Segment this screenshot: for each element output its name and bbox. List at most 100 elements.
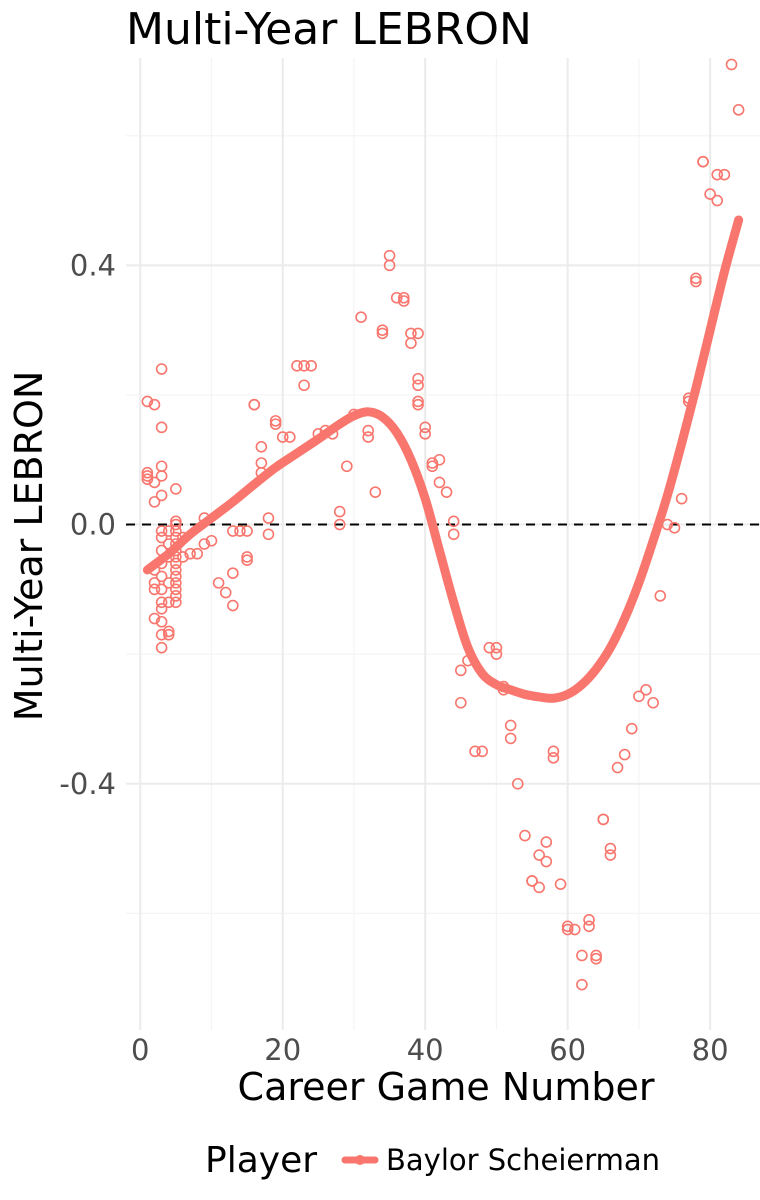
data-point [269,415,282,427]
data-point [333,505,346,518]
data-point [576,978,588,991]
data-point [170,596,182,609]
data-point [732,104,745,116]
data-point [148,612,161,625]
data-point [533,849,545,861]
data-point [625,722,638,735]
data-point [155,421,168,434]
data-point [398,291,410,304]
data-point [148,496,161,508]
data-point [633,690,645,703]
smooth-trend-line [142,215,744,703]
data-point [355,311,367,324]
data-point [511,777,524,790]
data-point [554,878,567,891]
data-point [298,379,310,392]
data-point [597,813,610,826]
chart-title: Multi-Year LEBRON [126,4,532,55]
data-point [148,398,161,411]
data-point [383,249,396,262]
data-point [690,275,702,288]
data-point [718,168,731,181]
legend-entry-label: Baylor Scheierman [386,1143,660,1177]
data-point [561,920,574,933]
data-point [333,518,346,531]
data-point [412,398,424,411]
data-point [590,949,602,962]
data-point [291,359,303,372]
data-point [241,525,253,537]
data-point [184,547,196,560]
data-point [455,664,467,677]
data-point [483,641,496,654]
y-tick-label: -0.4 [59,767,116,801]
data-point [604,849,617,861]
scatter-points [141,58,745,991]
data-point [248,398,261,411]
data-point [148,476,161,489]
data-point [198,538,211,550]
data-point [704,188,716,200]
data-point [618,748,631,761]
data-point [227,525,239,537]
data-point [504,719,517,732]
data-point [540,855,553,868]
data-point [227,599,239,612]
data-point [711,168,724,181]
data-point [170,483,182,495]
data-point [568,923,581,936]
x-tick-label: 80 [692,1033,729,1067]
data-point [526,875,538,887]
data-point [155,525,168,537]
data-point [640,683,652,696]
data-point [234,525,246,537]
data-point [141,395,154,408]
data-point [162,577,175,589]
x-axis-ticks: 0 20 40 60 80 [131,1033,729,1067]
data-point [412,372,424,385]
x-tick-label: 20 [264,1033,301,1067]
data-point [155,628,168,641]
legend-title: Player [205,1140,317,1181]
data-point [170,518,182,531]
data-point [412,327,424,340]
data-point [276,431,289,443]
data-point [141,466,154,479]
data-point [219,586,232,599]
data-point [697,155,709,168]
data-point [383,259,396,272]
data-point [476,745,488,758]
data-point [269,418,282,430]
y-axis-title: Multi-Year LEBRON [7,371,51,722]
x-axis-title: Career Game Number [238,1065,655,1109]
data-point [155,531,168,544]
data-point [654,590,667,602]
data-point [212,577,225,589]
data-point [611,761,624,774]
data-point [298,359,310,372]
legend-key-point [355,1155,365,1165]
x-tick-label: 40 [407,1033,444,1067]
data-point [426,457,439,469]
data-point [155,570,168,583]
data-point [305,359,318,372]
data-point [170,557,182,570]
y-tick-label: 0.4 [70,248,116,282]
data-point [255,457,268,469]
data-point [426,460,439,473]
data-point [390,291,403,304]
grid [126,58,760,1030]
y-tick-label: 0.0 [70,508,116,542]
data-point [362,431,375,443]
data-point [191,547,204,560]
data-point [255,440,268,453]
data-point [447,528,460,541]
data-point [583,920,595,933]
data-point [241,551,253,563]
data-point [148,577,161,589]
data-point [162,525,175,537]
data-point [170,564,182,576]
data-point [412,379,424,392]
data-point [668,521,681,534]
